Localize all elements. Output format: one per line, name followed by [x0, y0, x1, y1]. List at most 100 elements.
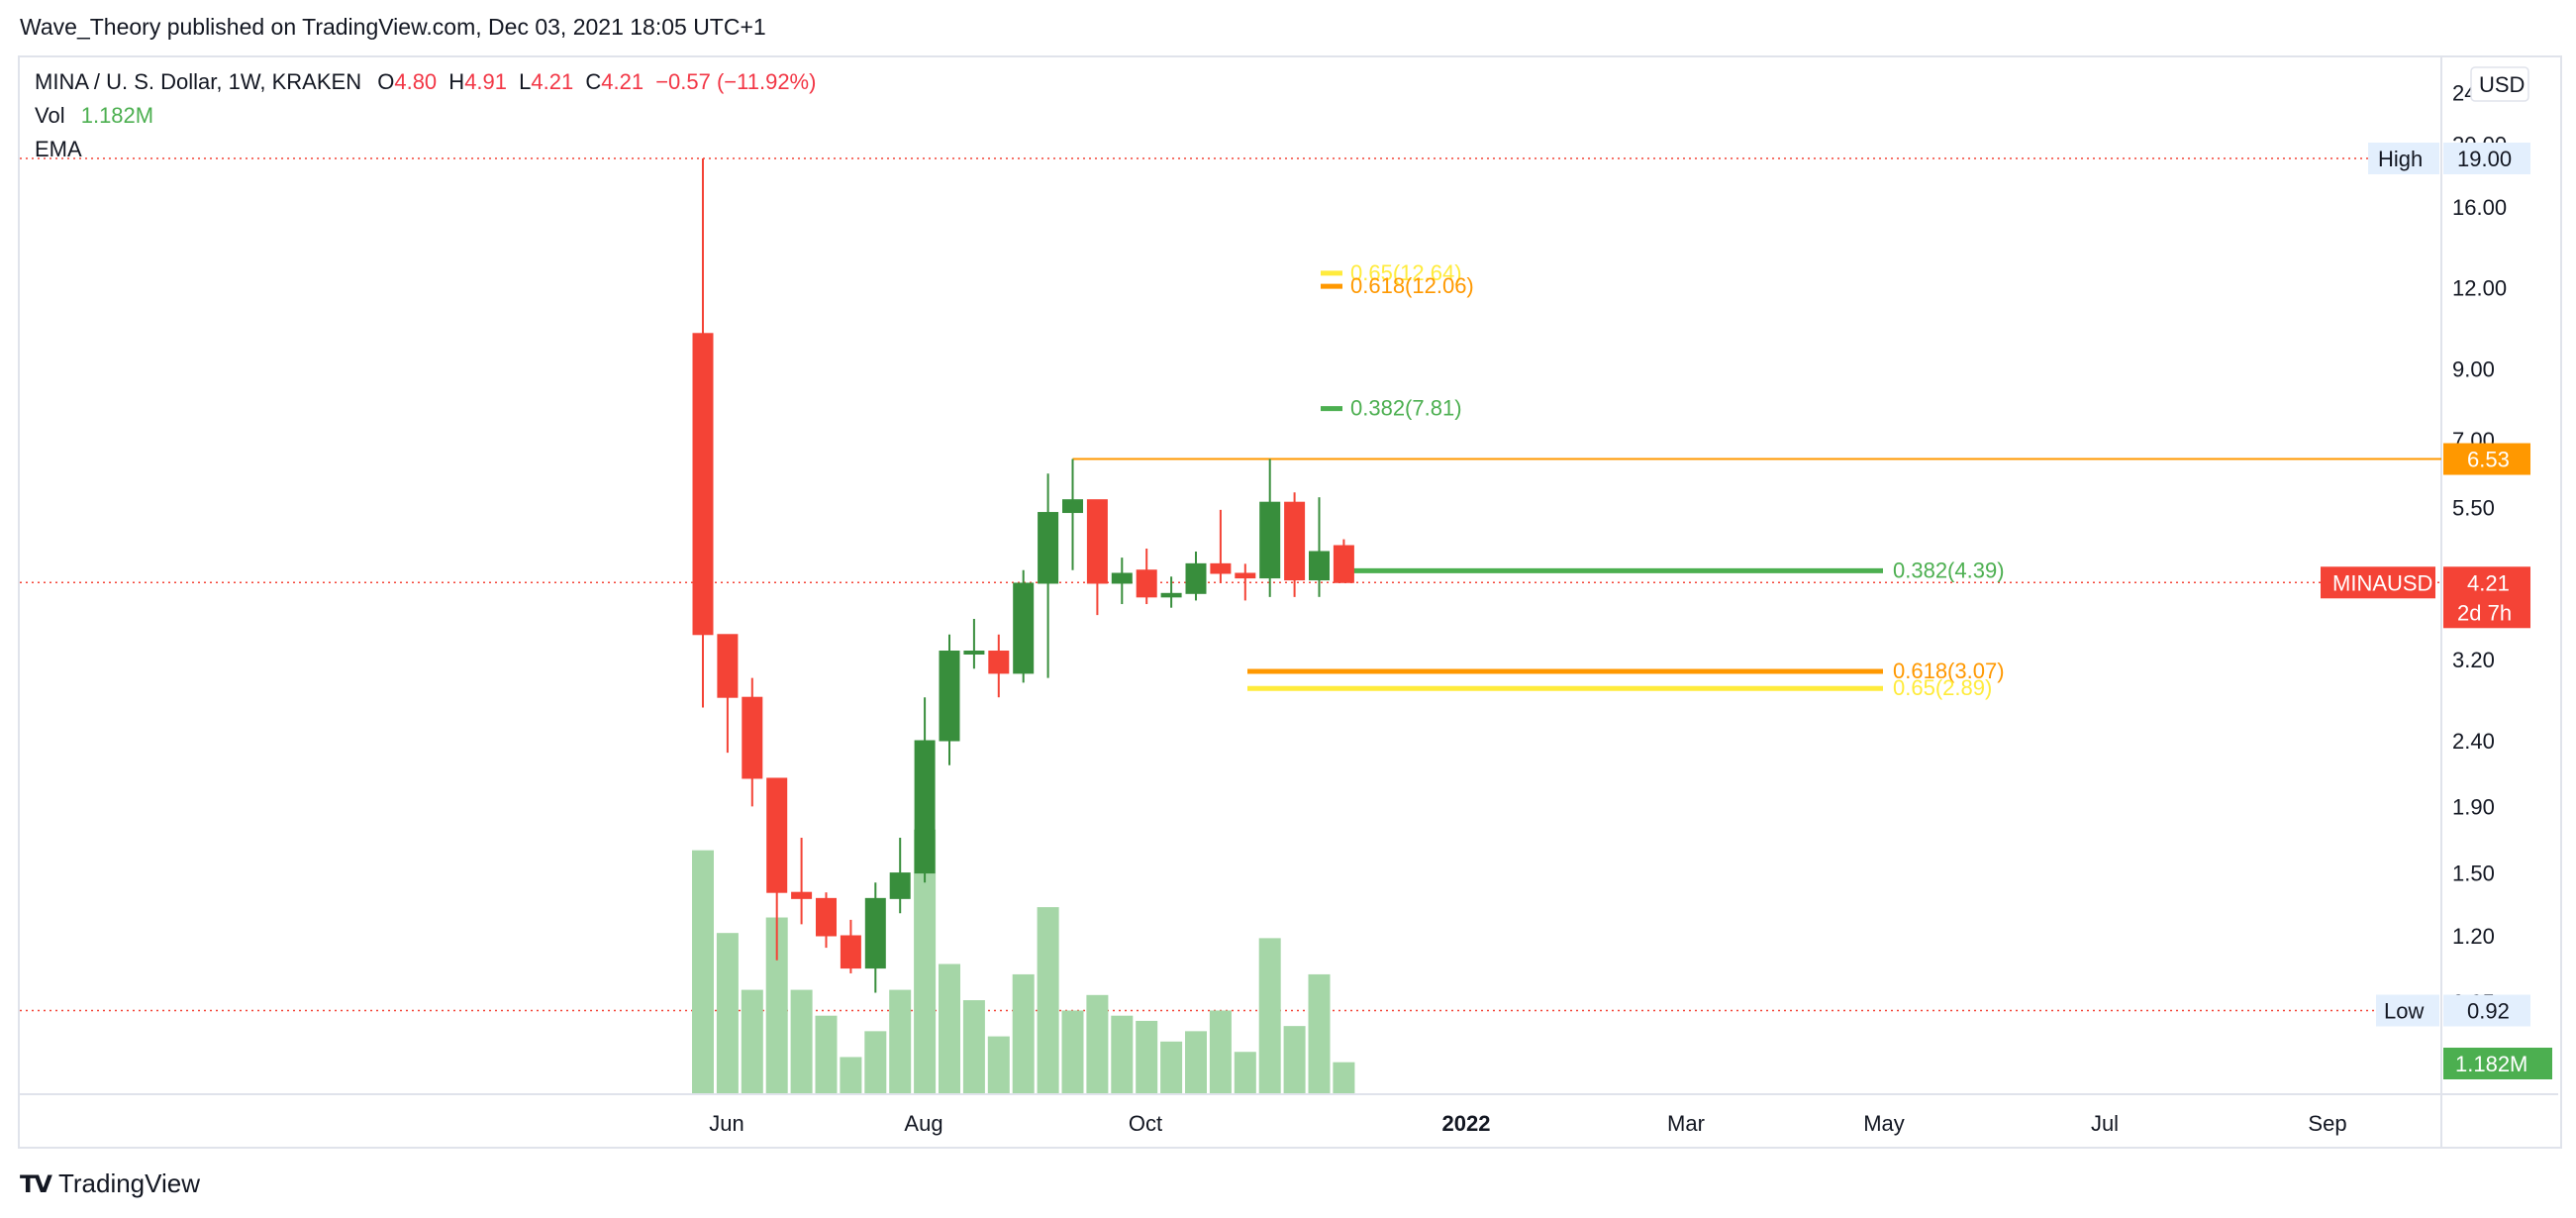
close-label: C: [585, 69, 602, 94]
low-price-tag: [2443, 994, 2530, 1027]
volume-bar: [716, 933, 739, 1093]
open-label: O: [377, 69, 395, 94]
time-tick-label: Sep: [2308, 1111, 2346, 1136]
candle-body: [766, 777, 788, 893]
candle-body: [816, 897, 837, 937]
candle-body: [1038, 512, 1059, 584]
time-tick-label: Oct: [1129, 1111, 1162, 1136]
close-value: 4.21: [601, 69, 644, 94]
volume-bar: [1160, 1041, 1183, 1093]
candle-body: [1259, 501, 1281, 579]
candle-body: [864, 897, 886, 969]
price-tick-label: 1.50: [2452, 862, 2495, 886]
volume-bar: [1136, 1020, 1158, 1093]
fib-label: 0.618(12.06): [1350, 273, 1474, 298]
tradingview-logo-icon: TV: [20, 1169, 52, 1198]
fib-label: 0.65(12.64): [1350, 260, 1462, 285]
candle-body: [1160, 592, 1182, 598]
price-tick-label: 2.40: [2452, 729, 2495, 754]
volume-bar: [1308, 973, 1331, 1093]
volume-bar: [864, 1031, 887, 1093]
candle-body: [1136, 569, 1157, 598]
low-label: L: [519, 69, 532, 94]
fib-label: 0.65(2.89): [1893, 675, 1992, 700]
low-price-tag-label: 0.92: [2467, 999, 2510, 1024]
ema-legend[interactable]: EMA: [35, 137, 82, 162]
symbol-legend[interactable]: MINA / U. S. Dollar, 1W, KRAKEN O4.80 H4…: [35, 69, 816, 95]
candle-body: [939, 651, 960, 742]
volume-value: 1.182M: [80, 103, 154, 128]
last-price-tag: [2443, 566, 2530, 629]
currency-button: [2470, 66, 2529, 102]
currency-label: USD: [2479, 72, 2525, 97]
high-price-tag-label: 19.00: [2457, 147, 2512, 171]
open-value: 4.80: [394, 69, 438, 94]
price-tick-label: 9.00: [2452, 356, 2495, 381]
symbol-title: MINA / U. S. Dollar, 1W, KRAKEN: [35, 69, 362, 94]
price-tick-label: 1.90: [2452, 794, 2495, 819]
volume-bar: [765, 917, 788, 1093]
volume-value-tag-label: 1.182M: [2455, 1052, 2527, 1076]
candle-body: [1235, 572, 1256, 579]
candle-body: [1210, 562, 1232, 574]
high-tag: [2368, 143, 2439, 174]
volume-bar: [889, 989, 912, 1093]
price-tick-label: 3.20: [2452, 648, 2495, 672]
time-tick-label: Mar: [1667, 1111, 1705, 1136]
price-tick-label: 5.50: [2452, 495, 2495, 520]
chart-frame[interactable]: 0.65(12.64) 0.618(12.06) 0.382(7.81) 0.382(…: [18, 55, 2562, 1149]
volume-bar: [1209, 1010, 1232, 1093]
volume-bar: [1333, 1062, 1355, 1093]
candle-body: [791, 891, 813, 899]
ema-label: EMA: [35, 137, 82, 161]
candle-body: [1333, 545, 1354, 583]
candle-body: [692, 333, 714, 636]
volume-bar: [1086, 994, 1109, 1093]
candle-body: [963, 651, 985, 656]
candle-body: [1013, 582, 1035, 674]
volume-bar: [1283, 1026, 1306, 1093]
high-value: 4.91: [464, 69, 508, 94]
bar-countdown-label: 2d 7h: [2457, 600, 2512, 625]
volume-bar: [987, 1036, 1010, 1093]
volume-bar: [840, 1057, 862, 1093]
volume-bar: [1061, 1010, 1084, 1093]
time-tick-label: Jul: [2091, 1111, 2119, 1136]
volume-bar: [939, 964, 960, 1093]
price-chart[interactable]: 0.65(12.64)0.618(12.06) 0.382(7.81) 0.382(…: [20, 57, 2560, 1147]
candle-body: [1062, 499, 1083, 514]
low-tag: [2376, 994, 2439, 1027]
high-tag-label: High: [2378, 147, 2423, 171]
low-value: 4.21: [531, 69, 574, 94]
candle-body: [1309, 551, 1330, 581]
volume-value-tag: [2443, 1048, 2552, 1079]
publish-info: Wave_Theory published on TradingView.com…: [20, 14, 766, 40]
price-tick-label: 12.00: [2452, 276, 2507, 301]
tradingview-brand[interactable]: TV TradingView: [20, 1168, 200, 1199]
volume-bar: [914, 829, 937, 1093]
volume-bar: [815, 1015, 838, 1093]
volume-bar: [1111, 1015, 1134, 1093]
high-price-tag: [2443, 143, 2530, 174]
high-label: H: [448, 69, 465, 94]
volume-bar: [790, 989, 813, 1093]
fib-label: 0.382(7.81): [1350, 396, 1462, 421]
last-price-label: 4.21: [2467, 570, 2510, 595]
time-tick-label: Aug: [904, 1111, 942, 1136]
candle-body: [1111, 572, 1133, 584]
low-tag-label: Low: [2384, 999, 2424, 1024]
volume-bar: [962, 1000, 985, 1093]
symbol-name-tag-label: MINAUSD: [2332, 570, 2432, 595]
symbol-name-tag: [2321, 566, 2435, 599]
candle-body: [1185, 562, 1207, 594]
candle-body: [914, 740, 936, 874]
candle-body: [1086, 499, 1108, 584]
change-value: −0.57 (−11.92%): [655, 69, 817, 94]
time-tick-label: 2022: [1442, 1111, 1491, 1136]
volume-bar: [1037, 907, 1059, 1093]
price-tick-label: 1.20: [2452, 924, 2495, 949]
volume-legend[interactable]: Vol 1.182M: [35, 103, 153, 129]
volume-bar: [692, 850, 714, 1093]
price-tick-label: 16.00: [2452, 195, 2507, 220]
candle-body: [889, 872, 911, 899]
